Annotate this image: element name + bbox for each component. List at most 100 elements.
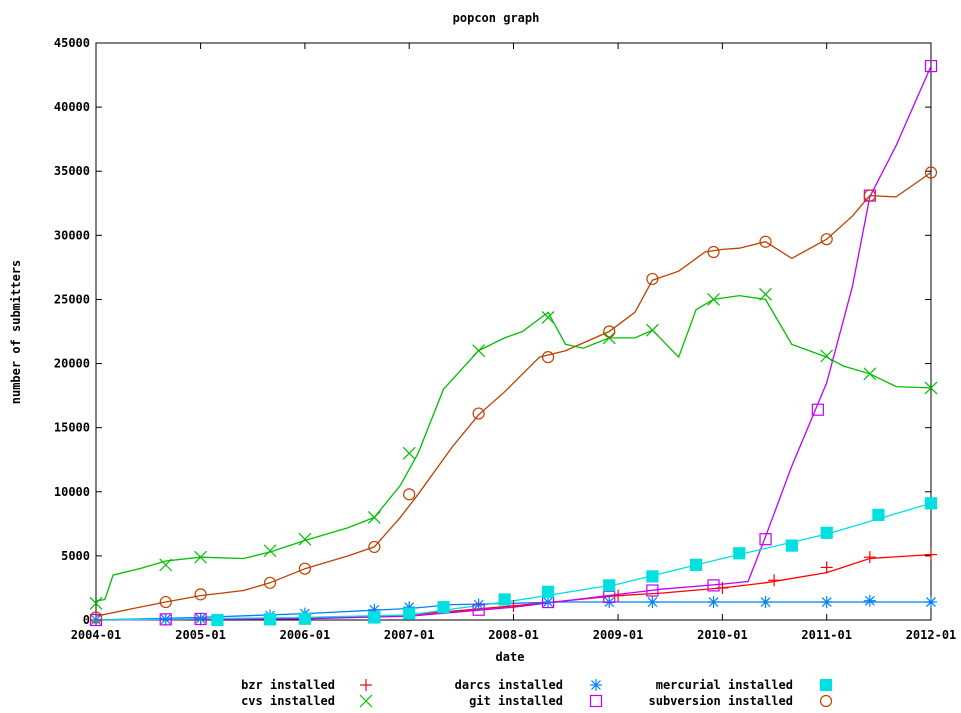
chart-title: popcon graph	[453, 11, 540, 25]
data-point-darcs	[925, 596, 937, 609]
data-point-subversion	[820, 233, 833, 246]
data-point-subversion	[759, 235, 772, 248]
legend-marker	[590, 679, 602, 691]
y-tick-label: 45000	[54, 36, 90, 50]
legend-label: subversion installed	[649, 694, 794, 708]
data-point-git	[924, 59, 938, 73]
data-point-darcs	[194, 612, 207, 625]
data-point-bzr	[612, 589, 625, 602]
data-point-subversion	[89, 611, 103, 624]
data-point-subversion	[863, 189, 876, 202]
data-point-mercurial	[541, 585, 555, 598]
data-point-mercurial	[603, 579, 616, 592]
data-point-darcs	[863, 594, 876, 607]
x-axis-ticks: 2004-01 2005-01 2006-01 2007-01 2008-01 2009-…	[71, 43, 957, 642]
data-point-subversion	[707, 245, 720, 259]
data-point-mercurial	[785, 539, 798, 552]
data-point-cvs	[194, 550, 208, 564]
data-point-subversion	[298, 562, 311, 575]
data-point-bzr	[925, 548, 937, 561]
data-point-mercurial	[646, 570, 659, 583]
series-line-cvs	[95, 294, 932, 602]
x-tick-label: 2012-01	[906, 628, 957, 642]
data-point-subversion	[541, 351, 555, 364]
y-tick-label: 25000	[54, 292, 90, 306]
series-line-subversion	[95, 171, 932, 617]
x-tick-label: 2009-01	[593, 628, 644, 642]
y-tick-label: 40000	[54, 100, 90, 114]
data-point-mercurial	[872, 508, 885, 521]
legend-label: mercurial installed	[656, 678, 793, 692]
y-tick-label: 20000	[54, 357, 90, 371]
x-tick-label: 2005-01	[175, 628, 226, 642]
data-point-subversion	[603, 325, 616, 338]
data-point-mercurial	[498, 593, 511, 606]
data-point-subversion	[159, 595, 172, 609]
y-tick-label: 5000	[61, 549, 90, 563]
plot-frame	[95, 42, 932, 621]
data-point-mercurial	[403, 607, 416, 620]
data-point-bzr	[820, 561, 833, 574]
data-point-cvs	[759, 287, 772, 301]
data-point-cvs	[367, 510, 381, 524]
legend-label: bzr installed	[241, 678, 335, 692]
data-point-cvs	[402, 446, 416, 460]
data-point-mercurial	[298, 612, 311, 625]
x-tick-label: 2006-01	[280, 628, 331, 642]
data-point-cvs	[89, 596, 103, 610]
legend-label: cvs installed	[241, 694, 335, 708]
data-point-darcs	[707, 596, 720, 609]
data-point-subversion	[403, 488, 416, 501]
data-point-mercurial	[368, 611, 381, 624]
data-point-git	[646, 584, 659, 597]
data-point-bzr	[768, 574, 781, 587]
data-point-git	[707, 579, 720, 592]
data-point-darcs	[159, 613, 172, 626]
y-tick-label: 30000	[54, 228, 90, 242]
data-point-cvs	[863, 367, 877, 381]
legend-marker	[359, 694, 373, 708]
legend: bzr installed darcs installed mercurial in…	[241, 678, 833, 708]
data-point-git	[811, 403, 824, 416]
data-point-cvs	[645, 323, 659, 337]
data-point-darcs	[646, 596, 659, 609]
data-point-mercurial	[924, 497, 938, 510]
data-point-mercurial	[211, 613, 224, 627]
legend-label: darcs installed	[455, 678, 563, 692]
data-point-subversion	[924, 166, 938, 179]
data-point-cvs	[298, 532, 312, 546]
y-axis-ticks: 0 5000 10000 15000 20000 25000 30000 35000 40000…	[54, 36, 931, 627]
data-point-subversion	[472, 407, 485, 420]
data-point-cvs	[159, 558, 173, 572]
y-axis-label: number of submitters	[9, 260, 23, 405]
data-point-mercurial	[437, 601, 450, 614]
x-tick-label: 2007-01	[384, 628, 435, 642]
data-point-bzr	[863, 551, 876, 564]
legend-marker	[819, 694, 833, 708]
data-point-darcs	[542, 596, 555, 609]
y-tick-label: 35000	[54, 164, 90, 178]
x-tick-label: 2004-01	[71, 628, 122, 642]
data-point-git	[472, 603, 485, 616]
y-tick-label: 10000	[54, 485, 90, 499]
y-tick-label: 15000	[54, 421, 90, 435]
data-point-mercurial	[263, 613, 277, 626]
legend-marker	[360, 679, 372, 691]
data-point-cvs	[924, 381, 938, 395]
data-point-bzr	[507, 599, 520, 612]
series-lines	[95, 65, 932, 621]
legend-label: git installed	[469, 694, 563, 708]
x-tick-label: 2011-01	[801, 628, 852, 642]
data-point-darcs	[759, 596, 772, 609]
legend-marker	[589, 694, 603, 708]
data-point-cvs	[820, 349, 834, 363]
data-point-git	[194, 612, 207, 626]
x-axis-label: date	[496, 650, 525, 664]
data-point-darcs	[820, 596, 833, 609]
y-tick-label: 0	[83, 613, 90, 627]
data-point-mercurial	[820, 526, 833, 539]
data-point-git	[159, 613, 172, 626]
x-tick-label: 2010-01	[697, 628, 748, 642]
data-point-subversion	[368, 540, 381, 554]
